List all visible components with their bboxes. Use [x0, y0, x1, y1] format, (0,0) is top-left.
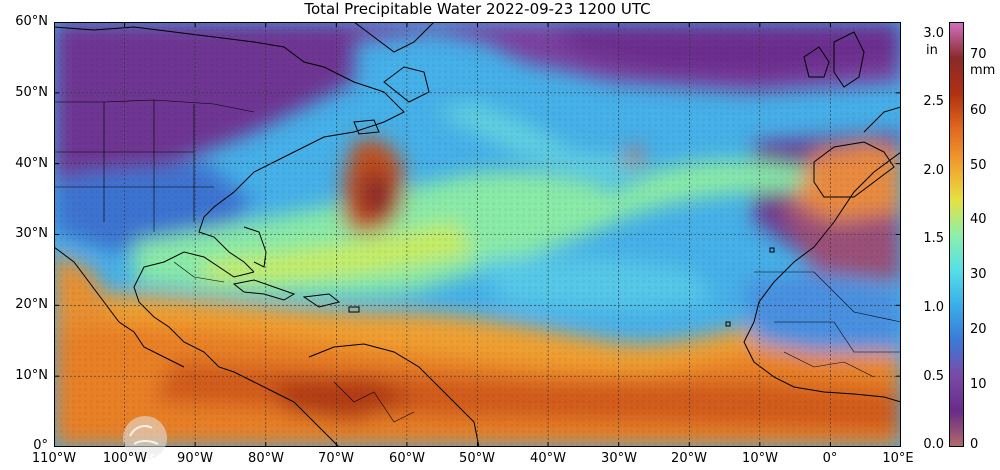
lon-label-10w: 10°W — [742, 451, 778, 466]
political-borders — [54, 99, 901, 423]
lon-label-50w: 50°W — [459, 451, 495, 466]
in-tick-2-5: 2.5 — [923, 94, 944, 109]
in-tick-0-0: 0.0 — [923, 437, 944, 452]
graticule — [54, 22, 901, 447]
map-title: Total Precipitable Water 2022-09-23 1200… — [304, 0, 651, 18]
lat-label-50n: 50°N — [15, 85, 48, 100]
lon-label-60w: 60°W — [389, 451, 425, 466]
lat-label-20n: 20°N — [15, 297, 48, 312]
lon-label-0: 0° — [822, 451, 838, 466]
precipitable-water-map — [54, 22, 901, 447]
lon-label-30w: 30°W — [601, 451, 637, 466]
lon-label-20w: 20°W — [671, 451, 707, 466]
mm-tick-0: 0 — [970, 437, 979, 452]
lat-label-40n: 40°N — [15, 156, 48, 171]
in-tick-3-0: 3.0 — [923, 26, 944, 41]
lon-label-90w: 90°W — [177, 451, 213, 466]
in-tick-0-5: 0.5 — [923, 369, 944, 384]
map-frame — [54, 22, 901, 447]
lon-label-80w: 80°W — [248, 451, 284, 466]
logo-globe-icon — [123, 416, 167, 460]
lon-label-70w: 70°W — [318, 451, 354, 466]
cimss-logo: CIMSS — [123, 416, 167, 465]
mm-tick-70: 70 — [970, 47, 987, 62]
mm-tick-40: 40 — [970, 212, 987, 227]
in-tick-1-5: 1.5 — [923, 231, 944, 246]
in-tick-2-0: 2.0 — [923, 163, 944, 178]
coastlines — [54, 22, 901, 447]
lon-label-110w: 110°W — [31, 451, 77, 466]
mm-tick-60: 60 — [970, 103, 987, 118]
lon-label-10e: 10°E — [882, 451, 914, 466]
lat-label-30n: 30°N — [15, 226, 48, 241]
lat-label-0: 0° — [33, 438, 48, 453]
map-area: CIMSS — [54, 22, 901, 465]
mm-tick-30: 30 — [970, 267, 987, 282]
colorbar-unit-inches: in — [926, 43, 938, 58]
in-tick-1-0: 1.0 — [923, 300, 944, 315]
logo-text: CIMSS — [126, 452, 165, 465]
colorbar-unit-mm: mm — [970, 63, 996, 78]
lon-label-40w: 40°W — [530, 451, 566, 466]
mm-tick-10: 10 — [970, 377, 987, 392]
mm-tick-20: 20 — [970, 322, 987, 337]
lat-label-60n: 60°N — [15, 14, 48, 29]
mm-tick-50: 50 — [970, 158, 987, 173]
lat-label-10n: 10°N — [15, 368, 48, 383]
colorbar — [949, 22, 964, 447]
lon-label-100w: 100°W — [102, 451, 148, 466]
